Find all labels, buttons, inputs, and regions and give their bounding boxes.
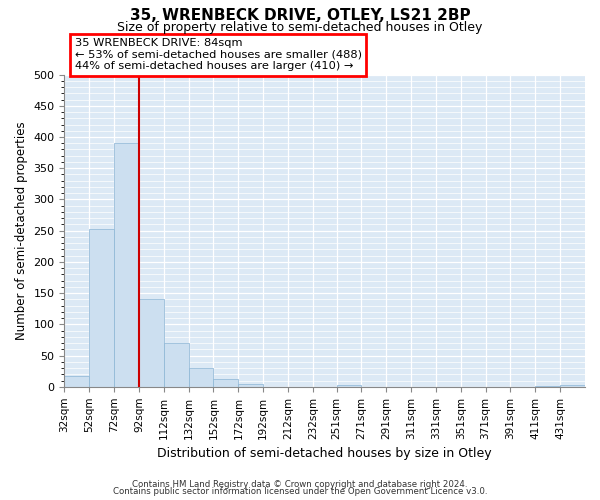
Bar <box>560 385 585 387</box>
Y-axis label: Number of semi-detached properties: Number of semi-detached properties <box>15 122 28 340</box>
Bar <box>238 384 263 387</box>
Bar <box>214 378 238 387</box>
Text: Contains public sector information licensed under the Open Government Licence v3: Contains public sector information licen… <box>113 487 487 496</box>
Bar <box>164 343 188 387</box>
Bar <box>139 300 164 387</box>
Text: Size of property relative to semi-detached houses in Otley: Size of property relative to semi-detach… <box>118 21 482 34</box>
Bar <box>114 143 139 387</box>
Text: Contains HM Land Registry data © Crown copyright and database right 2024.: Contains HM Land Registry data © Crown c… <box>132 480 468 489</box>
Bar <box>64 376 89 387</box>
Bar <box>535 386 560 387</box>
Text: 35, WRENBECK DRIVE, OTLEY, LS21 2BP: 35, WRENBECK DRIVE, OTLEY, LS21 2BP <box>130 8 470 22</box>
Bar <box>337 385 361 387</box>
Bar <box>188 368 214 387</box>
X-axis label: Distribution of semi-detached houses by size in Otley: Distribution of semi-detached houses by … <box>157 447 492 460</box>
Bar <box>89 229 114 387</box>
Text: 35 WRENBECK DRIVE: 84sqm
← 53% of semi-detached houses are smaller (488)
44% of : 35 WRENBECK DRIVE: 84sqm ← 53% of semi-d… <box>75 38 362 72</box>
